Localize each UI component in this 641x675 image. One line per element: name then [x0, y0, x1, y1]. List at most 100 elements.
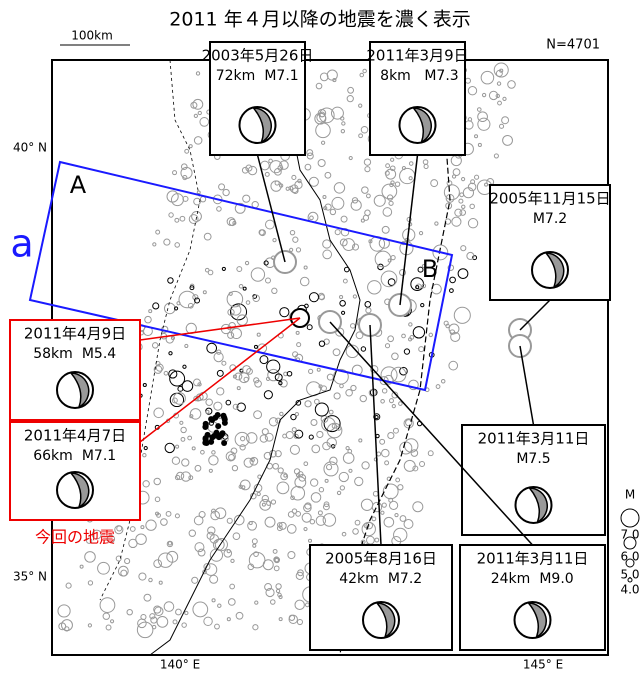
epicenter	[182, 175, 188, 181]
epicenter	[261, 502, 266, 507]
epicenter	[171, 456, 181, 465]
epicenter	[275, 588, 281, 594]
epicenter	[280, 472, 289, 481]
epicenter	[493, 153, 499, 159]
leader	[139, 317, 301, 341]
epicenter	[253, 483, 263, 493]
epicenter	[275, 583, 282, 590]
epicenter	[496, 81, 502, 86]
epicenter	[61, 619, 73, 632]
epicenter	[270, 499, 277, 505]
epicenter	[226, 548, 231, 554]
epicenter	[397, 484, 404, 491]
event-mag: M7.5	[516, 451, 550, 467]
epicenter	[336, 425, 342, 431]
epicenter	[350, 199, 362, 211]
epicenter	[295, 400, 302, 406]
epicenter	[266, 359, 281, 374]
epicenter	[277, 467, 284, 474]
legend-label: 6.0	[620, 550, 639, 564]
leader	[139, 317, 301, 443]
epicenter	[322, 249, 333, 260]
epicenter	[292, 351, 299, 358]
prefecture-border	[99, 59, 201, 601]
epicenter	[410, 449, 419, 457]
epicenter	[477, 142, 482, 147]
epicenter	[234, 202, 246, 214]
epicenter	[174, 217, 180, 223]
epicenter	[323, 461, 339, 477]
epicenter	[375, 433, 380, 439]
leader	[369, 324, 382, 546]
epicenter	[287, 511, 295, 518]
epicenter	[203, 439, 210, 446]
epicenter	[151, 342, 159, 349]
epicenter	[243, 457, 254, 468]
epicenter	[422, 159, 429, 165]
mechanism-quadrant	[375, 602, 396, 639]
epicenter	[167, 277, 174, 284]
epicenter	[163, 238, 171, 246]
epicenter	[216, 387, 225, 396]
epicenter	[278, 617, 283, 622]
epicenter	[380, 366, 398, 384]
epicenter	[364, 166, 371, 173]
epicenter	[252, 624, 259, 631]
epicenter	[295, 330, 300, 335]
event-box	[459, 544, 606, 651]
epicenter	[388, 200, 394, 206]
epicenter	[276, 481, 290, 495]
epicenter	[149, 613, 156, 620]
epicenter	[283, 473, 288, 478]
epicenter	[174, 306, 179, 311]
epicenter	[191, 576, 199, 584]
epicenter	[208, 455, 219, 466]
epicenter	[222, 188, 230, 197]
event-date: 2011年3月9日	[366, 47, 468, 65]
epicenter	[227, 331, 235, 339]
epicenter	[342, 278, 348, 284]
epicenter	[279, 307, 290, 318]
epicenter	[332, 348, 341, 357]
epicenter	[459, 209, 467, 216]
epicenter	[340, 128, 346, 134]
epicenter	[474, 174, 480, 180]
epicenter	[261, 428, 269, 436]
epicenter	[449, 276, 456, 284]
epicenter	[197, 110, 202, 116]
epicenter	[269, 449, 277, 458]
epicenter	[259, 434, 268, 443]
epicenter	[290, 485, 306, 501]
epicenter	[286, 524, 297, 534]
epicenter	[299, 276, 310, 287]
mechanism-quadrant	[526, 602, 547, 639]
event-mag: M7.1	[82, 448, 116, 464]
epicenter	[340, 215, 348, 223]
epicenter	[263, 390, 273, 400]
epicenter	[248, 521, 253, 526]
epicenter	[271, 287, 278, 295]
event-depth: 72km	[216, 68, 256, 84]
epicenter	[232, 532, 241, 541]
epicenter	[382, 207, 393, 217]
epicenter	[430, 179, 439, 188]
epicenter	[181, 622, 187, 628]
epicenter	[360, 218, 365, 223]
epicenter	[234, 372, 243, 381]
epicenter	[461, 177, 466, 182]
epicenter	[256, 491, 261, 497]
epicenter	[481, 92, 487, 98]
epicenter	[168, 369, 178, 379]
epicenter	[359, 394, 367, 403]
event-date: 2011年3月11日	[478, 430, 590, 448]
event-depth: 66km	[33, 448, 73, 464]
epicenter	[230, 558, 235, 564]
epicenter	[191, 446, 196, 451]
epicenter	[274, 373, 283, 382]
epicenter	[318, 340, 326, 347]
epicenter	[57, 604, 71, 618]
epicenter	[390, 255, 396, 261]
epicenter	[202, 290, 207, 295]
epicenter	[363, 158, 372, 166]
epicenter	[325, 464, 333, 471]
